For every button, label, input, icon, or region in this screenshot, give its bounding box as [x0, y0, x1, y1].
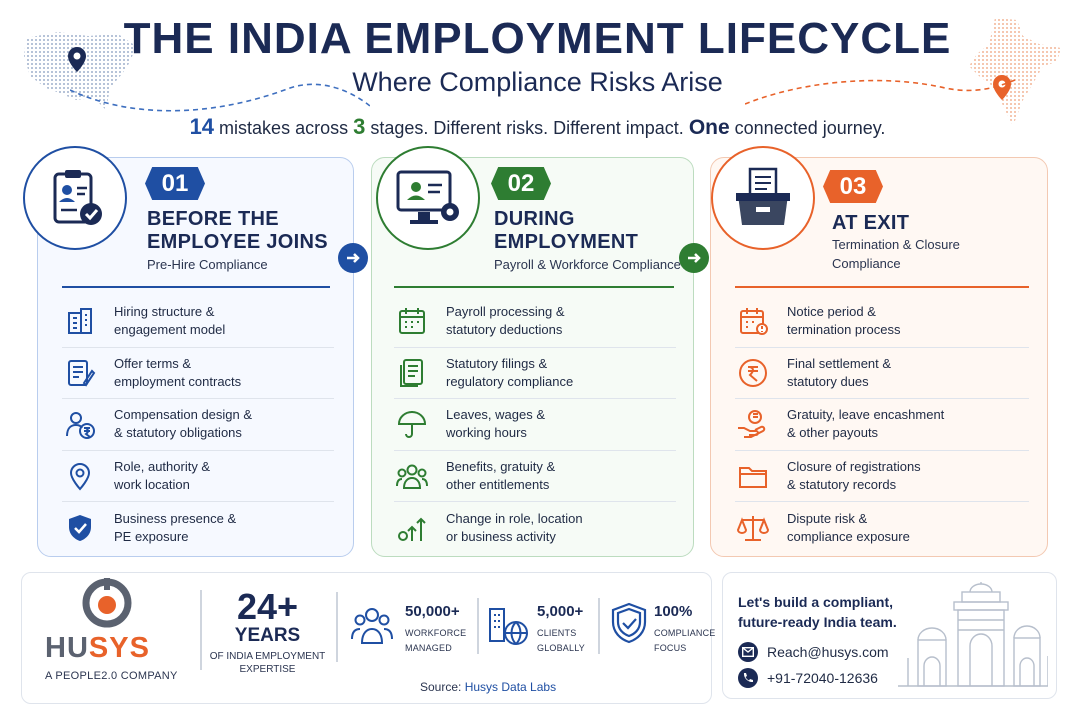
years-description: OF INDIA EMPLOYMENT EXPERTISE — [209, 651, 326, 675]
globe-building-icon — [489, 608, 528, 645]
list-item: Leaves, wages & working hours — [394, 399, 676, 451]
stage-list-3: Notice period & termination process Fina… — [735, 296, 1029, 554]
usa-map-icon — [24, 32, 136, 110]
source-note: Source: Husys Data Labs — [420, 680, 557, 694]
clipboard-check-icon — [23, 146, 127, 250]
stat-workforce-label: WORKFORCE MANAGED — [405, 628, 467, 653]
arrows-up-icon — [394, 510, 430, 546]
list-item: Payroll processing & statutory deduction… — [394, 296, 676, 348]
list-item: Statutory filings & regulatory complianc… — [394, 348, 676, 399]
stat-clients-label: CLIENTS GLOBALLY — [537, 628, 585, 653]
list-item: Notice period & termination process — [735, 296, 1029, 348]
scales-icon — [735, 510, 771, 546]
husys-logo-icon — [82, 578, 132, 628]
stat-workforce-value: 50,000+ — [405, 603, 460, 620]
footer-stats-panel — [21, 572, 712, 704]
phone-link[interactable]: +91-72040-12636 — [767, 670, 878, 686]
divider — [336, 592, 338, 662]
stage-divider-1 — [62, 286, 330, 288]
stage-number-3: 03 — [823, 170, 883, 203]
arrow-right-icon — [679, 243, 709, 273]
stat-compliance-value: 100% — [654, 603, 693, 620]
stage-number-2: 02 — [491, 167, 551, 200]
stage-title-3: AT EXIT — [832, 212, 910, 234]
stage-card-3 — [710, 157, 1048, 557]
page-subtitle: Where Compliance Risks Arise — [352, 67, 723, 97]
list-item: Final settlement & statutory dues — [735, 348, 1029, 399]
shield-icon — [611, 602, 647, 644]
list-item: Role, authority & work location — [62, 451, 334, 502]
list-item: Business presence & PE exposure — [62, 502, 334, 554]
shield-check-icon — [62, 510, 98, 546]
email-link[interactable]: Reach@husys.com — [767, 644, 889, 660]
stage-list-2: Payroll processing & statutory deduction… — [394, 296, 676, 554]
group-icon — [394, 458, 430, 494]
stage-list-1: Hiring structure & engagement model Offe… — [62, 296, 334, 554]
divider — [200, 590, 202, 670]
hand-coin-icon — [735, 406, 771, 442]
list-item: Closure of registrations & statutory rec… — [735, 451, 1029, 502]
stage-divider-3 — [735, 286, 1029, 288]
cta-text: Let's build a compliant, future-ready Ind… — [738, 594, 897, 630]
mail-icon — [738, 642, 758, 662]
stage-title-2: DURING EMPLOYMENT — [494, 208, 639, 253]
list-item: Benefits, gratuity & other entitlements — [394, 451, 676, 502]
stage-subtitle-2: Payroll & Workforce Compliance — [494, 257, 681, 272]
location-pin-icon — [62, 458, 98, 494]
document-list-icon — [394, 355, 430, 391]
contract-pen-icon — [62, 355, 98, 391]
arrow-right-icon — [338, 243, 368, 273]
people-icon — [351, 608, 393, 644]
archive-box-icon — [711, 146, 815, 250]
brand-tagline: A PEOPLE2.0 COMPANY — [45, 670, 178, 682]
tagline: 14 mistakes across 3 stages. Different r… — [189, 114, 886, 139]
list-item: Dispute risk & compliance exposure — [735, 502, 1029, 554]
calendar-icon — [394, 303, 430, 339]
rupee-circle-icon — [735, 355, 771, 391]
years-value: 24+ — [236, 586, 299, 627]
calendar-alert-icon — [735, 303, 771, 339]
list-item: Change in role, location or business act… — [394, 502, 676, 554]
flight-path-right — [745, 79, 1015, 105]
contact-panel — [722, 572, 1057, 699]
phone-icon — [738, 668, 758, 688]
divider — [477, 598, 479, 654]
monitor-gear-icon — [376, 146, 480, 250]
brand-name: HUSYS — [45, 632, 150, 664]
years-label: YEARS — [234, 625, 301, 646]
stages-count: 3 — [353, 114, 366, 139]
stage-number-1: 01 — [145, 167, 205, 200]
list-item: Gratuity, leave encashment & other payou… — [735, 399, 1029, 451]
list-item: Offer terms & employment contracts — [62, 348, 334, 399]
stage-subtitle-1: Pre-Hire Compliance — [147, 257, 268, 272]
stage-divider-2 — [394, 286, 674, 288]
mistakes-count: 14 — [189, 114, 215, 139]
phone-contact[interactable]: +91-72040-12636 — [738, 668, 878, 688]
page-title: THE INDIA EMPLOYMENT LIFECYCLE — [123, 14, 952, 63]
stat-clients-value: 5,000+ — [537, 603, 584, 620]
stat-compliance-label: COMPLIANCE FOCUS — [654, 628, 716, 653]
india-map-icon — [969, 18, 1061, 126]
building-icon — [62, 303, 98, 339]
person-rupee-icon — [62, 406, 98, 442]
list-item: Compensation design & & statutory obliga… — [62, 399, 334, 451]
india-gate-icon — [898, 582, 1048, 687]
stage-title-1: BEFORE THE EMPLOYEE JOINS — [147, 208, 328, 253]
folder-icon — [735, 458, 771, 494]
stage-subtitle-3: Termination & Closure Compliance — [832, 237, 960, 271]
list-item: Hiring structure & engagement model — [62, 296, 334, 348]
divider — [598, 598, 600, 654]
email-contact[interactable]: Reach@husys.com — [738, 642, 889, 662]
umbrella-icon — [394, 406, 430, 442]
